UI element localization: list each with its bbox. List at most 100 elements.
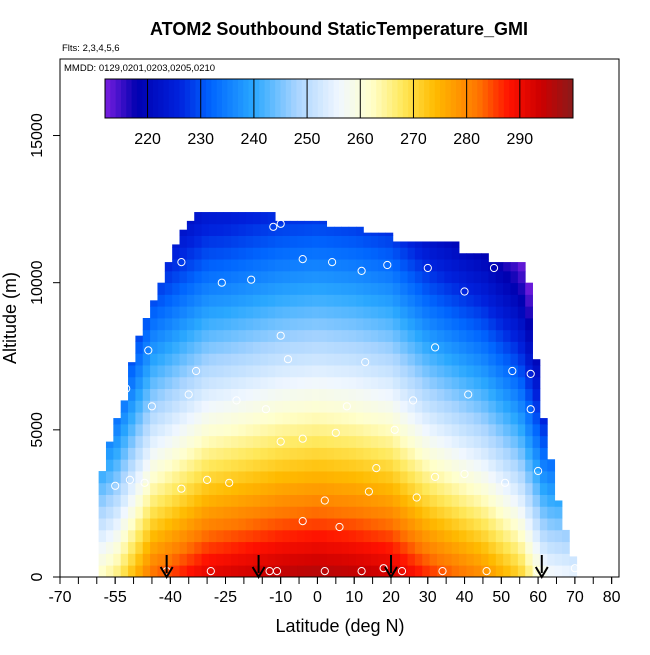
heatmap-cell — [253, 471, 261, 484]
heatmap-cell — [495, 353, 504, 366]
heatmap-cell — [289, 518, 298, 531]
heatmap-cell — [319, 341, 328, 354]
heatmap-cell — [260, 318, 269, 331]
sample-marker — [460, 287, 469, 296]
heatmap-cell — [370, 232, 379, 236]
heatmap-cell — [378, 529, 386, 543]
heatmap-cell — [135, 388, 144, 401]
heatmap-cell — [341, 247, 350, 260]
heatmap-cell — [341, 259, 350, 272]
heatmap-cell — [172, 388, 180, 401]
heatmap-cell — [436, 388, 445, 401]
heatmap-cell — [179, 235, 188, 248]
heatmap-cell — [488, 553, 497, 566]
heatmap-cell — [503, 365, 511, 378]
heatmap-cell — [495, 435, 504, 448]
heatmap-cell — [539, 447, 548, 460]
heatmap-cell — [356, 318, 364, 331]
heatmap-cell — [436, 259, 445, 272]
heatmap-cell — [385, 235, 394, 248]
heatmap-cell — [223, 212, 232, 225]
heatmap-cell — [363, 494, 372, 507]
heatmap-cell — [289, 565, 298, 578]
heatmap-cell — [150, 388, 158, 401]
heatmap-cell — [289, 471, 298, 484]
heatmap-cell — [444, 565, 453, 578]
heatmap-cell — [451, 412, 460, 425]
heatmap-cell — [238, 270, 247, 284]
heatmap-cell — [385, 270, 394, 284]
heatmap-cell — [510, 282, 519, 295]
heatmap-cell — [231, 435, 239, 448]
heatmap-cell — [113, 435, 122, 448]
heatmap-cell — [179, 294, 188, 307]
heatmap-cell — [481, 506, 489, 519]
heatmap-cell — [348, 282, 357, 295]
heatmap-cell — [311, 353, 320, 366]
heatmap-cell — [400, 565, 408, 578]
heatmap-cell — [223, 494, 232, 507]
heatmap-cell — [253, 482, 261, 495]
heatmap-cell — [275, 412, 283, 425]
heatmap-cell — [400, 447, 408, 460]
heatmap-cell — [473, 459, 482, 472]
heatmap-cell — [282, 235, 291, 248]
heatmap-cell — [356, 518, 364, 531]
heatmap-cell — [172, 247, 180, 260]
heatmap-cell — [304, 223, 313, 236]
colorbar-segment — [546, 79, 553, 118]
heatmap-cell — [326, 318, 335, 331]
heatmap-cell — [436, 541, 445, 554]
heatmap-cell — [503, 318, 511, 331]
heatmap-cell — [422, 541, 431, 554]
heatmap-cell — [444, 518, 453, 531]
heatmap-cell — [201, 412, 210, 425]
heatmap-cell — [304, 459, 313, 472]
heatmap-cell — [245, 235, 254, 248]
heatmap-cell — [525, 306, 533, 319]
heatmap-cell — [459, 482, 467, 495]
heatmap-cell — [429, 471, 438, 484]
heatmap-cell — [429, 329, 438, 342]
heatmap-cell — [422, 518, 431, 531]
heatmap-cell — [164, 329, 173, 342]
heatmap-cell — [422, 482, 431, 495]
heatmap-cell — [503, 447, 511, 460]
heatmap-cell — [429, 353, 438, 366]
heatmap-cell — [282, 412, 291, 425]
heatmap-cell — [333, 306, 342, 319]
heatmap-cell — [186, 506, 195, 519]
heatmap-cell — [297, 365, 305, 378]
heatmap-cell — [289, 294, 298, 307]
heatmap-cell — [253, 518, 261, 531]
heatmap-cell — [326, 341, 335, 354]
heatmap-cell — [208, 212, 217, 225]
heatmap-cell — [282, 482, 291, 495]
heatmap-cell — [105, 447, 114, 460]
heatmap-cell — [333, 553, 342, 566]
heatmap-cell — [495, 400, 504, 413]
heatmap-cell — [333, 529, 342, 543]
heatmap-cell — [414, 412, 423, 425]
heatmap-cell — [179, 471, 188, 484]
heatmap-cell — [466, 423, 475, 437]
heatmap-cell — [422, 400, 431, 413]
heatmap-cell — [532, 565, 541, 578]
heatmap-cell — [525, 294, 533, 307]
heatmap-cell — [488, 482, 497, 495]
heatmap-cell — [503, 471, 511, 484]
heatmap-cell — [260, 482, 269, 495]
heatmap-cell — [208, 270, 217, 284]
heatmap-cell — [356, 459, 364, 472]
heatmap-cell — [466, 294, 475, 307]
heatmap-cell — [378, 518, 386, 531]
heatmap-cell — [297, 471, 305, 484]
heatmap-cell — [113, 529, 122, 543]
heatmap-cell — [422, 494, 431, 507]
heatmap-cell — [554, 553, 563, 566]
heatmap-cell — [539, 494, 548, 507]
colorbar-segment — [264, 79, 271, 118]
heatmap-cell — [495, 388, 504, 401]
heatmap-cell — [532, 359, 541, 366]
colorbar-segment — [158, 79, 164, 118]
